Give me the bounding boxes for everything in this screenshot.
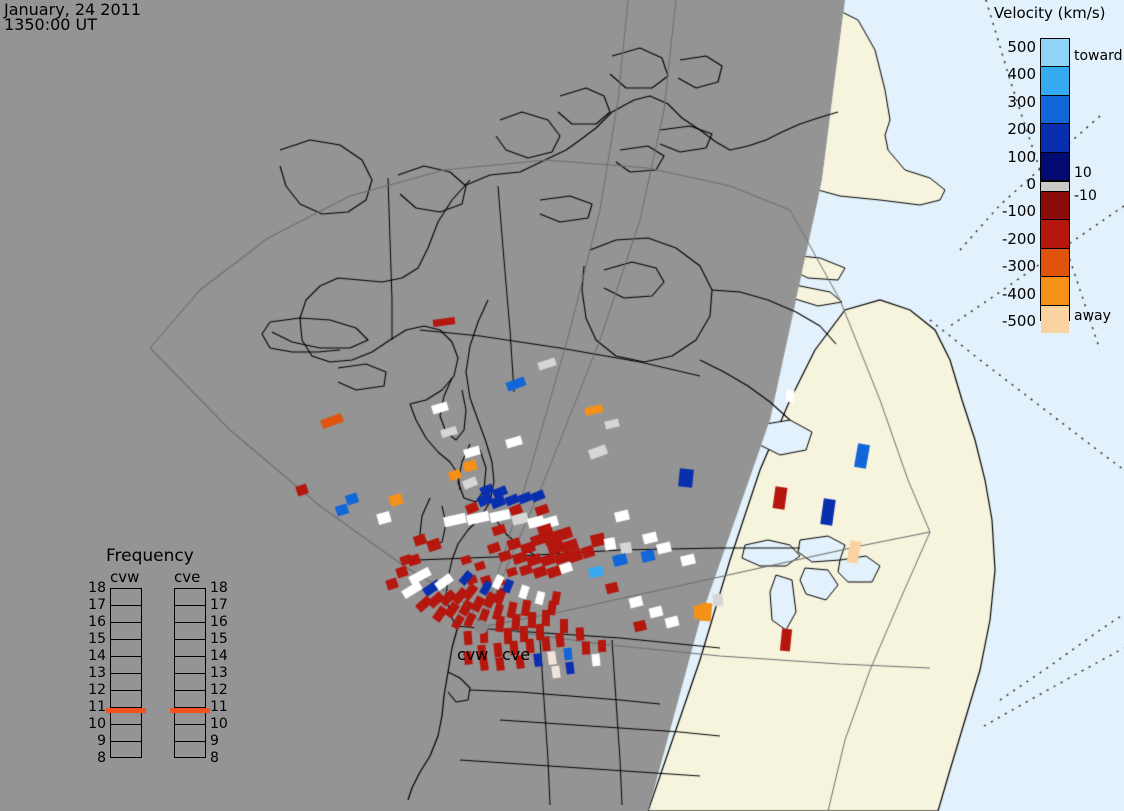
velocity-tick: 0 — [1026, 175, 1036, 193]
frequency-scale-label: 10 — [210, 716, 228, 732]
frequency-segment — [111, 674, 141, 691]
velocity-tick: 200 — [1007, 120, 1036, 139]
frequency-scale-label: 13 — [210, 665, 228, 681]
frequency-segment — [111, 708, 141, 725]
velocity-band — [1041, 124, 1069, 153]
frequency-segment — [175, 691, 205, 708]
frequency-scale-label: 11 — [210, 699, 228, 715]
frequency-segment — [175, 657, 205, 674]
velocity-tick: 100 — [1007, 147, 1036, 166]
velocity-tick: -100 — [1001, 202, 1036, 221]
velocity-tick: -200 — [1001, 229, 1036, 248]
timestamp-date: January, 24 2011 — [4, 0, 141, 19]
frequency-column-header-cve: cve — [174, 568, 201, 586]
frequency-marker — [106, 708, 146, 714]
frequency-segment — [175, 606, 205, 623]
frequency-scale-label: 14 — [88, 648, 106, 664]
velocity-band — [1041, 39, 1069, 68]
frequency-segment — [175, 742, 205, 759]
frequency-segment — [111, 606, 141, 623]
velocity-tick: -400 — [1001, 284, 1036, 303]
frequency-scale-label: 12 — [210, 682, 228, 698]
frequency-segment — [111, 742, 141, 759]
frequency-bar-cvw — [110, 588, 142, 758]
frequency-scale-label: 11 — [88, 699, 106, 715]
near-zero-lower-label: -10 — [1074, 188, 1097, 204]
radar-site-label-cvw: cvw — [457, 645, 489, 664]
velocity-band — [1041, 180, 1069, 192]
frequency-segment — [111, 691, 141, 708]
velocity-tick: -300 — [1001, 257, 1036, 276]
frequency-segment — [175, 708, 205, 725]
velocity-band — [1041, 67, 1069, 96]
frequency-segment — [175, 640, 205, 657]
velocity-legend-title: Velocity (km/s) — [994, 4, 1106, 22]
frequency-scale-label: 10 — [88, 716, 106, 732]
frequency-marker — [170, 708, 210, 714]
toward-label: toward — [1074, 48, 1123, 64]
velocity-tick: 400 — [1007, 65, 1036, 84]
frequency-scale-label: 13 — [88, 665, 106, 681]
frequency-scale-label: 15 — [210, 631, 228, 647]
frequency-segment — [111, 725, 141, 742]
velocity-band — [1041, 305, 1069, 333]
frequency-legend-title: Frequency — [106, 546, 194, 566]
frequency-scale-label: 9 — [97, 733, 106, 749]
velocity-band — [1041, 95, 1069, 125]
timestamp-time: 1350:00 UT — [4, 15, 98, 34]
frequency-scale-label: 16 — [88, 614, 106, 630]
frequency-bar-cve — [174, 588, 206, 758]
velocity-band — [1041, 248, 1069, 278]
velocity-tick: 500 — [1007, 38, 1036, 56]
velocity-band — [1041, 191, 1069, 221]
frequency-scale-label: 17 — [88, 597, 106, 613]
frequency-scale-label: 16 — [210, 614, 228, 630]
frequency-segment — [175, 725, 205, 742]
velocity-band — [1041, 152, 1069, 181]
frequency-scale-label: 14 — [210, 648, 228, 664]
velocity-legend: Velocity (km/s) 500 400 300 200 100 0 -100 -200… — [980, 0, 1124, 340]
frequency-scale-label: 8 — [97, 750, 106, 766]
timestamp: January, 24 2011 1350:00 UT — [4, 0, 141, 34]
frequency-scale-label: 8 — [210, 750, 219, 766]
frequency-scale-label: 18 — [210, 580, 228, 596]
frequency-segment — [111, 640, 141, 657]
velocity-tick: 300 — [1007, 92, 1036, 111]
frequency-scale-label: 9 — [210, 733, 219, 749]
frequency-legend: Frequency cvw cve 18 17 16 15 14 13 12 11 10 9 8 1… — [84, 546, 254, 786]
velocity-band — [1041, 277, 1069, 306]
away-label: away — [1074, 308, 1111, 324]
radar-site-label-cve: cve — [502, 645, 531, 664]
frequency-column-header-cvw: cvw — [110, 568, 140, 586]
frequency-segment — [111, 589, 141, 606]
velocity-colorbar — [1040, 38, 1070, 333]
frequency-scale-label: 18 — [88, 580, 106, 596]
frequency-scale-label: 17 — [210, 597, 228, 613]
frequency-segment — [175, 623, 205, 640]
frequency-segment — [111, 623, 141, 640]
velocity-tick: -500 — [1001, 312, 1036, 330]
velocity-band — [1041, 220, 1069, 249]
frequency-segment — [175, 589, 205, 606]
frequency-scale-label: 12 — [88, 682, 106, 698]
near-zero-upper-label: 10 — [1074, 165, 1092, 181]
frequency-scale-label: 15 — [88, 631, 106, 647]
frequency-segment — [175, 674, 205, 691]
frequency-segment — [111, 657, 141, 674]
